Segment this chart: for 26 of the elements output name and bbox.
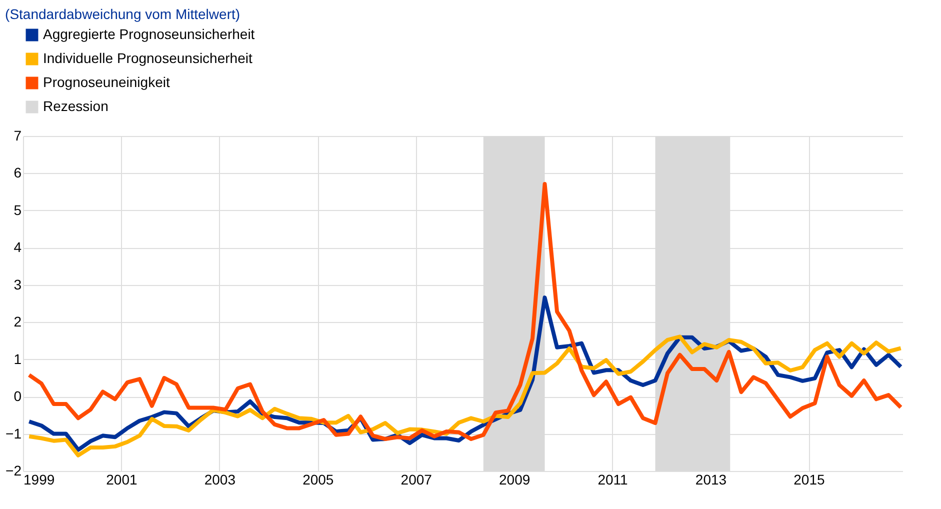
chart-title: (Standardabweichung vom Mittelwert) bbox=[5, 6, 240, 22]
x-tick-label: 2001 bbox=[106, 472, 138, 488]
x-tick-label: 2007 bbox=[400, 472, 432, 488]
y-tick-label: 3 bbox=[14, 276, 22, 292]
y-tick-label: −2 bbox=[6, 462, 22, 478]
line-series bbox=[27, 334, 903, 458]
y-tick-label: 7 bbox=[14, 128, 22, 144]
y-tick-label: 2 bbox=[14, 314, 22, 330]
y-tick-label: 4 bbox=[14, 239, 22, 256]
legend-label: Individuelle Prognoseunsicherheit bbox=[43, 50, 252, 66]
x-tick-label: 2011 bbox=[598, 472, 628, 488]
legend-label: Prognoseuneinigkeit bbox=[43, 74, 170, 90]
legend-label: Aggregierte Prognoseunsicherheit bbox=[43, 26, 255, 42]
y-tick-label: 6 bbox=[14, 164, 22, 181]
line-series bbox=[27, 182, 903, 441]
x-tick-label: 2013 bbox=[695, 472, 727, 488]
y-tick-label: 1 bbox=[14, 350, 22, 367]
x-tick-label: 2003 bbox=[204, 472, 236, 488]
x-tick-label: 1999 bbox=[24, 472, 55, 488]
y-tick-label: 5 bbox=[14, 202, 22, 218]
x-tick-label: 2015 bbox=[794, 472, 825, 488]
legend-label: Rezession bbox=[43, 98, 108, 114]
y-tick-label: 0 bbox=[14, 388, 22, 404]
x-tick-label: 2005 bbox=[302, 472, 334, 488]
x-tick-label: 2009 bbox=[498, 472, 530, 488]
y-tick-label: −1 bbox=[6, 425, 22, 442]
